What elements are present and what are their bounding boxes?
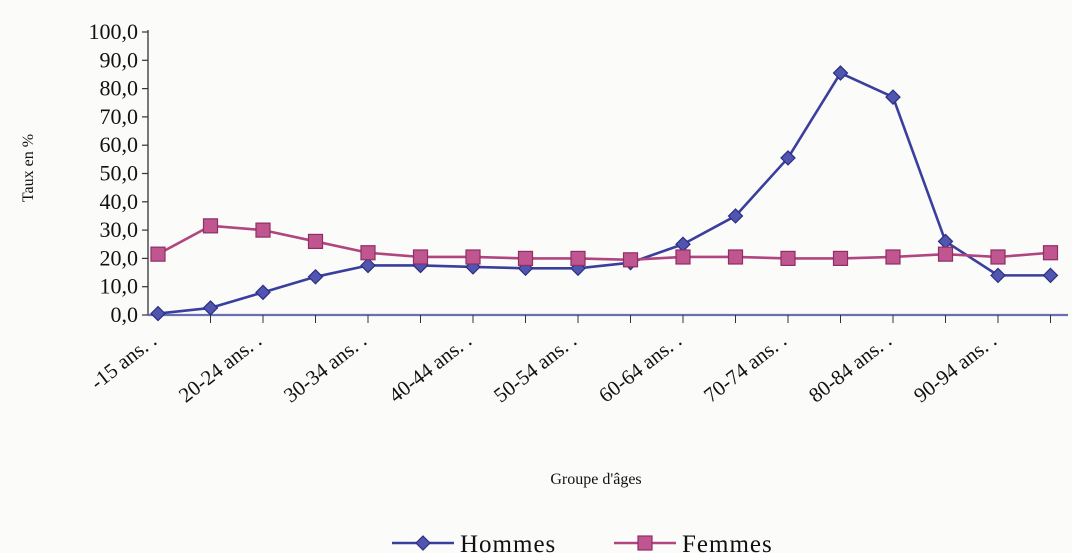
data-point-femmes <box>885 249 901 265</box>
x-tick-label: 50-54 ans. . <box>489 328 581 407</box>
data-point-femmes <box>255 222 271 238</box>
legend-label-femmes: Femmes <box>682 531 773 553</box>
y-tick-label: 10,0 <box>100 274 139 299</box>
data-point-hommes <box>990 267 1006 284</box>
legend-label-hommes: Hommes <box>460 531 556 553</box>
y-tick-label: 80,0 <box>100 76 139 101</box>
y-tick-label: 40,0 <box>100 189 139 214</box>
y-tick-label: 60,0 <box>100 132 139 157</box>
data-point-hommes <box>832 65 849 81</box>
data-point-hommes <box>255 284 271 301</box>
x-tick-label: 20-24 ans. . <box>174 328 266 407</box>
legend-marker-femmes <box>637 535 653 551</box>
data-point-hommes <box>1042 267 1059 284</box>
data-point-femmes <box>1042 245 1059 261</box>
y-tick-label: 100,0 <box>89 19 139 44</box>
data-point-femmes <box>307 233 324 250</box>
y-tick-label: 70,0 <box>100 104 139 129</box>
legend-marker-hommes <box>415 535 431 551</box>
data-point-hommes <box>202 300 219 316</box>
x-tick-label: 30-34 ans. . <box>279 328 371 407</box>
data-point-femmes <box>202 218 219 234</box>
x-tick-label: 40-44 ans. . <box>384 328 476 407</box>
data-point-femmes <box>675 249 691 265</box>
y-tick-label: 50,0 <box>100 161 139 186</box>
y-tick-label: 30,0 <box>100 217 139 242</box>
data-point-hommes <box>360 257 376 274</box>
data-point-femmes <box>727 249 744 265</box>
x-tick-label: 60-64 ans. . <box>594 328 686 407</box>
data-point-hommes <box>885 89 901 105</box>
data-point-femmes <box>517 250 534 266</box>
data-point-hommes <box>780 150 796 166</box>
data-point-femmes <box>780 250 796 266</box>
data-point-hommes <box>150 305 166 322</box>
data-point-hommes <box>727 208 744 224</box>
x-tick-label: 80-84 ans. . <box>804 328 896 407</box>
data-point-femmes <box>360 245 376 261</box>
x-tick-label: -15 ans. . <box>86 328 161 394</box>
y-axis-title: Taux en % <box>20 134 37 202</box>
data-point-femmes <box>465 249 481 265</box>
data-point-femmes <box>990 249 1006 265</box>
data-point-femmes <box>937 246 954 262</box>
series-line-hommes <box>157 71 1051 315</box>
data-point-hommes <box>937 233 954 250</box>
data-point-femmes <box>832 250 849 266</box>
y-tick-label: 20,0 <box>100 245 139 270</box>
y-tick-label: 0,0 <box>111 302 139 327</box>
data-point-femmes <box>412 249 429 265</box>
x-tick-label: 90-94 ans. . <box>909 328 1001 407</box>
data-point-hommes <box>307 268 324 285</box>
x-axis-title: Groupe d'âges <box>550 471 641 488</box>
x-tick-label: 70-74 ans. . <box>699 328 791 407</box>
data-point-hommes <box>675 236 691 253</box>
y-tick-label: 90,0 <box>100 47 139 72</box>
series-line-femmes <box>157 224 1051 262</box>
data-point-femmes <box>570 250 586 266</box>
data-point-femmes <box>622 252 639 268</box>
data-point-femmes <box>150 246 166 262</box>
